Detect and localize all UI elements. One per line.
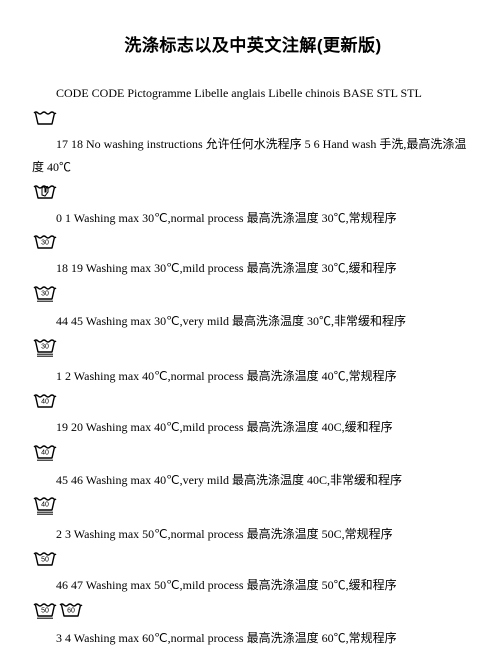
entry-text: 18 19 Washing max 30℃,mild process 最高洗涤温…	[32, 257, 474, 280]
entry-text: 19 20 Washing max 40℃,mild process 最高洗涤温…	[32, 416, 474, 439]
wash-icon: 40	[32, 441, 474, 465]
page-title: 洗涤标志以及中英文注解(更新版)	[32, 30, 474, 62]
svg-text:30: 30	[41, 291, 49, 298]
svg-text:60: 60	[67, 608, 75, 615]
entry-text: 1 2 Washing max 40℃,normal process 最高洗涤温…	[32, 365, 474, 388]
wash-icon: 30	[32, 231, 474, 253]
entry-text: 3 4 Washing max 60℃,normal process 最高洗涤温…	[32, 627, 474, 650]
entry-text: 44 45 Washing max 30℃,very mild 最高洗涤温度 3…	[32, 310, 474, 333]
entry-text: 46 47 Washing max 50℃,mild process 最高洗涤温…	[32, 574, 474, 597]
wash-icon: 40	[32, 493, 474, 519]
svg-text:40: 40	[41, 398, 49, 405]
wash-icon: 50	[32, 548, 474, 570]
entry-text: 2 3 Washing max 50℃,normal process 最高洗涤温…	[32, 523, 474, 546]
svg-text:40: 40	[41, 449, 49, 456]
entry-text: 17 18 No washing instructions 允许任何水洗程序 5…	[32, 133, 474, 179]
header-icon	[32, 107, 474, 129]
wash-icon: 40	[32, 390, 474, 412]
wash-icon: 30	[32, 335, 474, 361]
entry-text: 0 1 Washing max 30℃,normal process 最高洗涤温…	[32, 207, 474, 230]
svg-text:50: 50	[41, 557, 49, 564]
svg-text:40: 40	[41, 502, 49, 509]
wash-icon: 30	[32, 282, 474, 306]
svg-text:30: 30	[41, 240, 49, 247]
header-line: CODE CODE Pictogramme Libelle anglais Li…	[32, 82, 474, 105]
entry-text: 45 46 Washing max 40℃,very mild 最高洗涤温度 4…	[32, 469, 474, 492]
wash-icon	[32, 181, 474, 203]
svg-text:30: 30	[41, 344, 49, 351]
svg-text:50: 50	[41, 608, 49, 615]
wash-icon: 50 60	[32, 599, 474, 623]
